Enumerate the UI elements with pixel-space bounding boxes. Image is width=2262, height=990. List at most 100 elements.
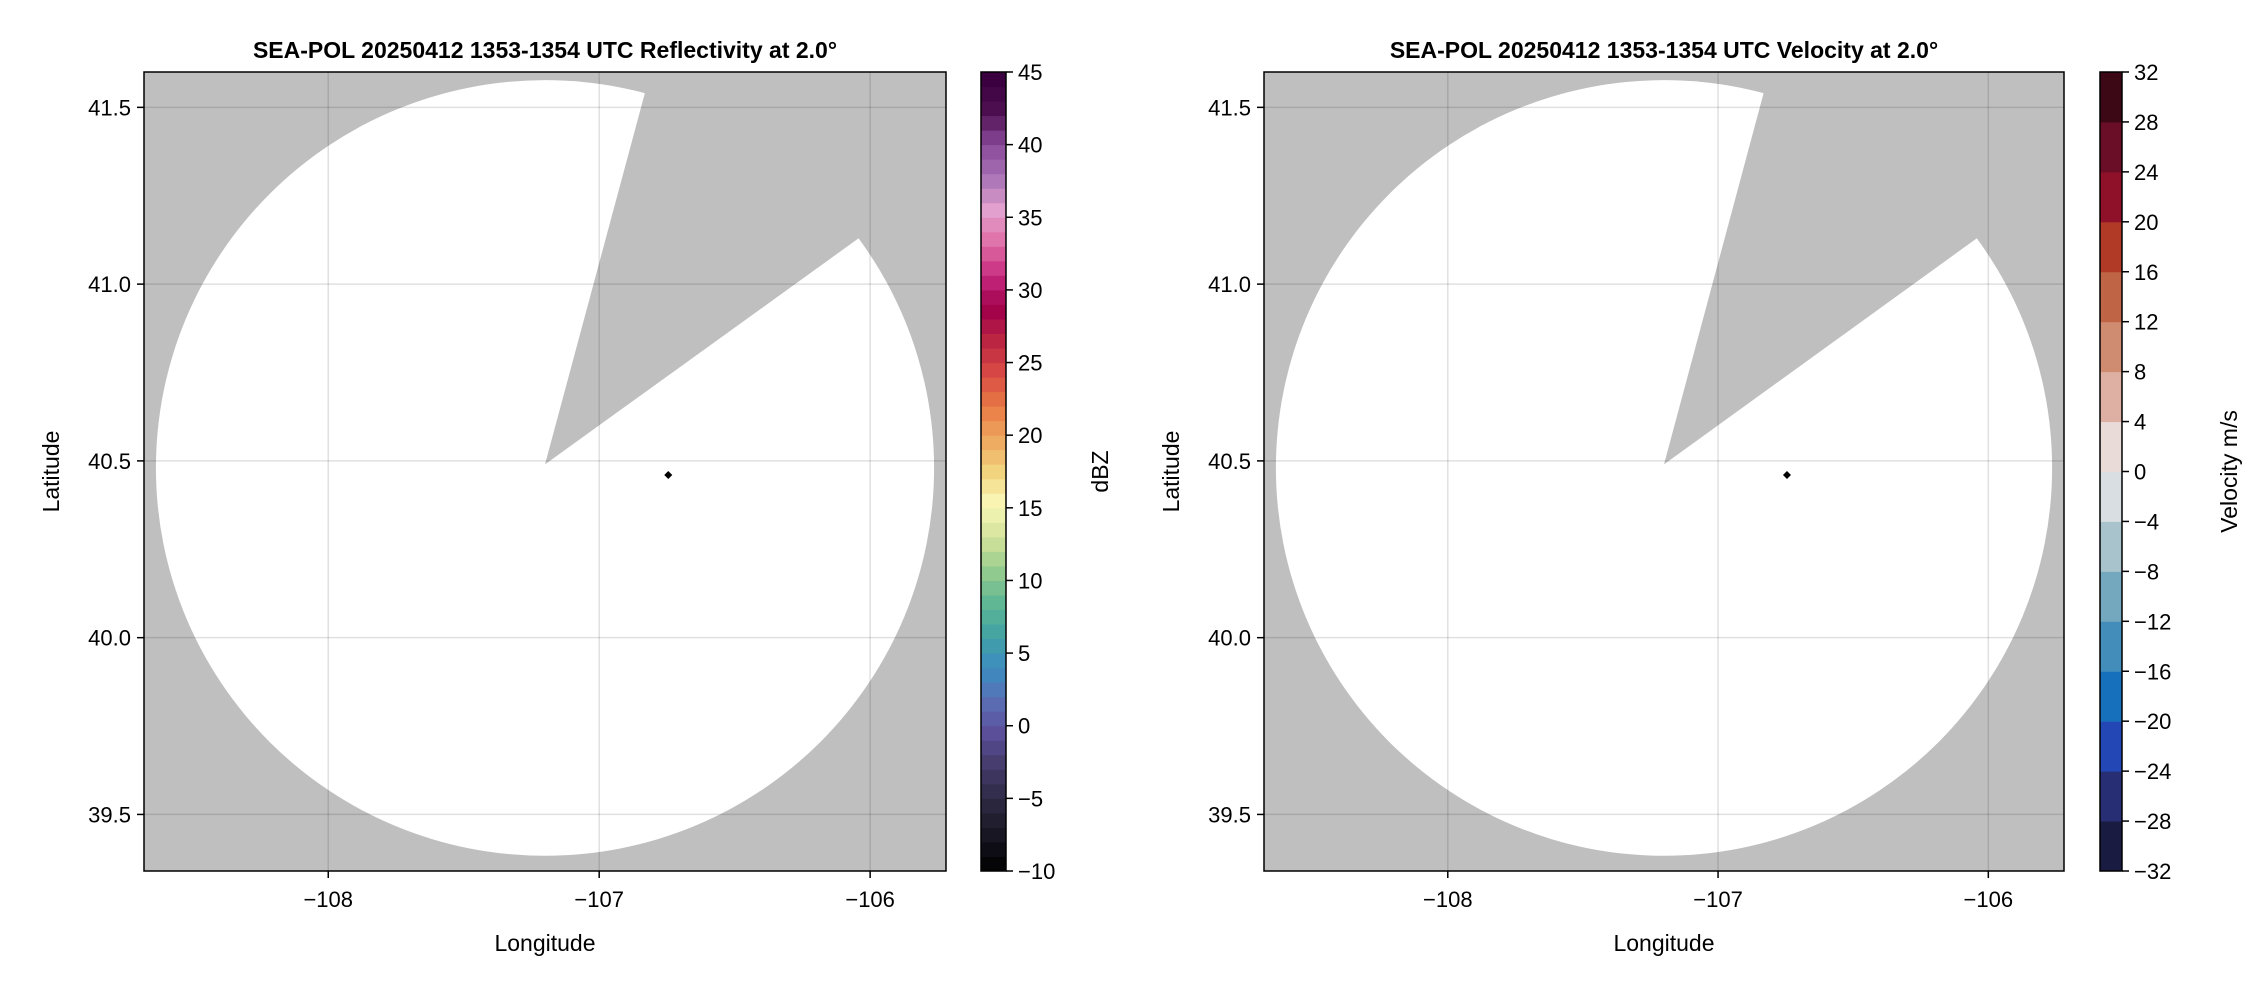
colorbar-bin	[981, 536, 1006, 552]
y-tick-label: 40.5	[88, 449, 131, 474]
colorbar-bin	[981, 711, 1006, 727]
colorbar-tick-label: 15	[1018, 496, 1042, 521]
colorbar-tick-label: 8	[2134, 360, 2146, 385]
colorbar-bin	[981, 304, 1006, 320]
colorbar-bin	[2100, 771, 2122, 822]
colorbar-bin	[981, 609, 1006, 625]
colorbar-tick-label: −20	[2134, 709, 2171, 734]
colorbar-tick-label: −5	[1018, 786, 1043, 811]
colorbar-bin	[981, 580, 1006, 596]
y-tick-label: 41.5	[1208, 95, 1251, 120]
colorbar-bin	[981, 173, 1006, 189]
x-tick-label: −108	[1423, 887, 1473, 912]
colorbar-bin	[981, 624, 1006, 640]
colorbar-bin	[981, 391, 1006, 407]
colorbar-bin	[981, 72, 1006, 88]
blocked-sector	[1664, 72, 2064, 465]
y-tick-label: 39.5	[1208, 802, 1251, 827]
colorbar-bin	[981, 348, 1006, 364]
colorbar-tick-label: 20	[1018, 423, 1042, 448]
axes-frame	[1263, 71, 2065, 872]
colorbar-bin	[981, 246, 1006, 262]
colorbar-tick-label: 0	[2134, 460, 2146, 485]
colorbar-bin	[2100, 721, 2122, 772]
colorbar-bin	[981, 449, 1006, 465]
y-tick-label: 41.5	[88, 95, 131, 120]
colorbar-bin	[981, 275, 1006, 291]
colorbar-bin	[2100, 171, 2122, 223]
colorbar-bin	[981, 159, 1006, 175]
colorbar-tick-label: −8	[2134, 559, 2159, 584]
colorbar-tick-label: 24	[2134, 160, 2158, 185]
colorbar-bin	[981, 507, 1006, 523]
colorbar-bin	[2100, 221, 2122, 273]
colorbar-label: dBZ	[1087, 450, 1113, 492]
colorbar-bin	[981, 841, 1006, 857]
x-tick-label: −106	[1964, 887, 2014, 912]
x-axis-label: Longitude	[494, 930, 595, 956]
radar-marker	[664, 471, 673, 480]
colorbar-tick-label: −4	[2134, 509, 2159, 534]
colorbar-tick-label: 10	[1018, 568, 1042, 593]
colorbar-tick-label: 5	[1018, 641, 1030, 666]
colorbar-bin	[981, 333, 1006, 349]
colorbar-tick-label: 28	[2134, 110, 2158, 135]
y-tick-label: 39.5	[88, 802, 131, 827]
colorbar-bin	[981, 696, 1006, 712]
blocked-sector	[545, 72, 946, 465]
colorbar-bin	[981, 420, 1006, 436]
colorbar-bin	[2100, 571, 2122, 622]
colorbar-bin	[2100, 121, 2122, 173]
colorbar-bin	[981, 435, 1006, 451]
colorbar-bin	[981, 783, 1006, 799]
colorbar-bin	[981, 318, 1006, 334]
colorbar-tick-label: −16	[2134, 659, 2171, 684]
colorbar-frame	[980, 71, 1007, 872]
colorbar-bin	[981, 522, 1006, 538]
colorbar-tick-label: 4	[2134, 410, 2146, 435]
colorbar-bin	[981, 144, 1006, 160]
colorbar-bin	[981, 667, 1006, 683]
chart-title: SEA-POL 20250412 1353-1354 UTC Velocity …	[1390, 37, 1938, 63]
y-axis-label: Latitude	[38, 431, 64, 513]
colorbar-bin	[981, 682, 1006, 698]
colorbar-bin	[981, 565, 1006, 581]
colorbar-bin	[2100, 821, 2122, 872]
colorbar-bin	[2100, 371, 2122, 423]
colorbar-tick-label: 0	[1018, 714, 1030, 739]
y-tick-label: 40.0	[88, 626, 131, 651]
colorbar-bin	[981, 260, 1006, 276]
y-tick-label: 41.0	[88, 272, 131, 297]
y-tick-label: 41.0	[1208, 272, 1251, 297]
colorbar-bin	[981, 362, 1006, 378]
colorbar-bin	[981, 551, 1006, 567]
y-axis-label: Latitude	[1158, 431, 1184, 513]
reflectivity-panel: −108 −107 −106 39.5 40.0 40.5 41.0 41.5 SEA-POL …	[38, 37, 1113, 956]
colorbar-bin	[981, 638, 1006, 654]
colorbar-bin	[981, 231, 1006, 247]
colorbar-bin	[2100, 72, 2122, 123]
colorbar-bin	[2100, 421, 2122, 472]
colorbar-bin	[981, 115, 1006, 131]
colorbar-tick-label: 32	[2134, 60, 2158, 85]
colorbar-tick-label: 16	[2134, 260, 2158, 285]
y-tick-label: 40.5	[1208, 449, 1251, 474]
colorbar-bin	[981, 188, 1006, 204]
y-tick-label: 40.0	[1208, 626, 1251, 651]
colorbar-tick-label: 20	[2134, 210, 2158, 235]
colorbar-tick-label: 12	[2134, 310, 2158, 335]
colorbar-tick-label: −12	[2134, 609, 2171, 634]
colorbar-bin	[981, 856, 1006, 872]
colorbar-bin	[2100, 621, 2122, 672]
colorbar-tick-label: 45	[1018, 60, 1042, 85]
chart-title: SEA-POL 20250412 1353-1354 UTC Reflectiv…	[253, 37, 837, 63]
velocity-panel: −108 −107 −106 39.5 40.0 40.5 41.0 41.5 SEA-POL …	[1158, 37, 2242, 956]
colorbar-tick-label: 35	[1018, 205, 1042, 230]
plot-area	[1264, 72, 2064, 871]
colorbar-bin	[2100, 521, 2122, 572]
colorbar-bin	[981, 594, 1006, 611]
colorbar-bin	[981, 217, 1006, 233]
x-tick-label: −107	[574, 887, 624, 912]
colorbar-bin	[2100, 321, 2122, 373]
